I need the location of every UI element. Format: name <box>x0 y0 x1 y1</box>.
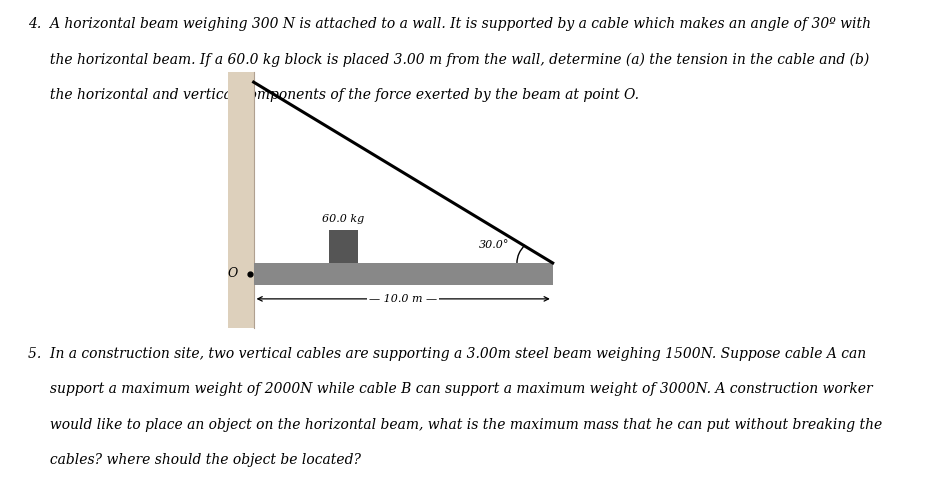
Text: 5.  In a construction site, two vertical cables are supporting a 3.00m steel bea: 5. In a construction site, two vertical … <box>28 347 867 361</box>
Text: the horizontal and vertical components of the force exerted by the beam at point: the horizontal and vertical components o… <box>28 88 639 102</box>
Text: would like to place an object on the horizontal beam, what is the maximum mass t: would like to place an object on the hor… <box>28 418 883 431</box>
Text: 30.0°: 30.0° <box>479 240 509 250</box>
Bar <box>228 72 254 328</box>
Bar <box>254 263 552 285</box>
Text: 60.0 kg: 60.0 kg <box>322 215 364 224</box>
Text: cables? where should the object be located?: cables? where should the object be locat… <box>28 453 361 467</box>
Text: support a maximum weight of 2000N while cable B can support a maximum weight of : support a maximum weight of 2000N while … <box>28 382 873 396</box>
Text: O: O <box>227 267 237 280</box>
Text: 4.  A horizontal beam weighing 300 N is attached to a wall. It is supported by a: 4. A horizontal beam weighing 300 N is a… <box>28 17 871 31</box>
Text: the horizontal beam. If a 60.0 kg block is placed 3.00 m from the wall, determin: the horizontal beam. If a 60.0 kg block … <box>28 53 869 67</box>
Text: — 10.0 m —: — 10.0 m — <box>369 294 438 304</box>
Bar <box>328 230 358 263</box>
